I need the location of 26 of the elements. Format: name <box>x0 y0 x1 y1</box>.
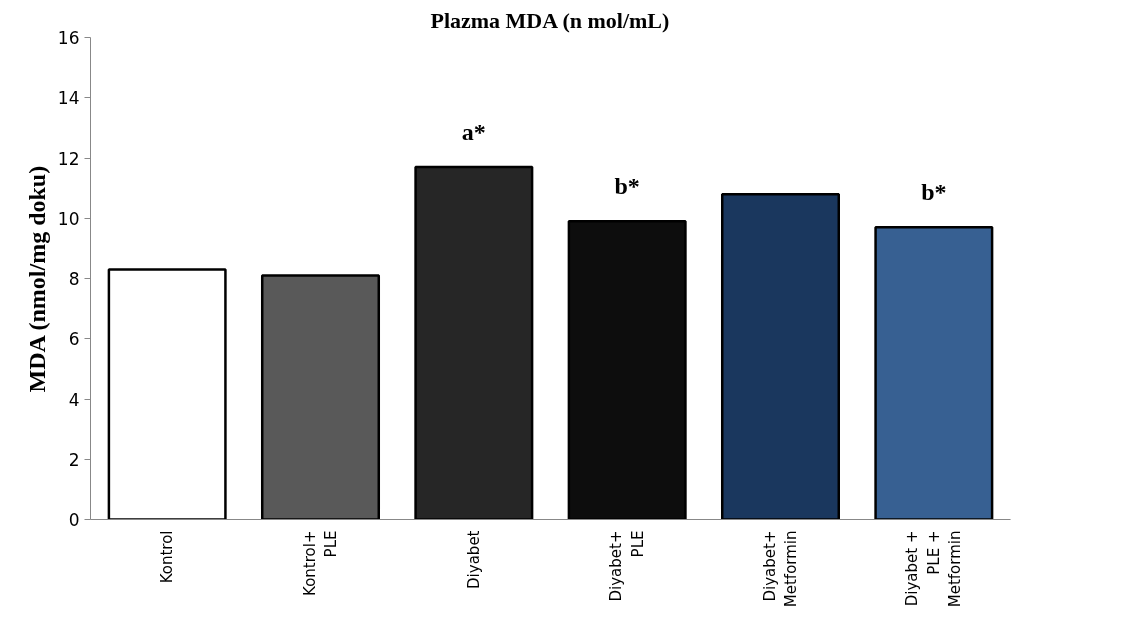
annotation: b* <box>614 173 640 200</box>
y-tick-label: 14 <box>57 88 80 109</box>
bar <box>567 220 687 520</box>
bar <box>720 192 841 520</box>
y-tick-label: 12 <box>57 148 80 169</box>
chart-title: Plazma MDA (n mol/mL) <box>430 7 670 33</box>
y-tick-label: 2 <box>68 449 80 470</box>
y-tick-label: 6 <box>68 329 80 350</box>
y-axis-title: MDA (nmol/mg doku) <box>23 165 50 393</box>
x-tick-label: Diyabet+ PLE <box>607 530 647 602</box>
x-tick-label: Diyabet + PLE + Metformin <box>903 530 965 608</box>
bar <box>874 226 994 520</box>
annotation: a* <box>461 119 486 146</box>
annotation: b* <box>921 179 947 206</box>
y-tick-label: 0 <box>68 510 80 530</box>
x-tick-label: Diyabet+ Metformin <box>760 530 801 608</box>
bar <box>260 274 381 520</box>
x-tick-label: Kontrol+ PLE <box>300 530 341 596</box>
bar <box>107 268 227 520</box>
bar <box>414 165 534 520</box>
y-tick-label: 16 <box>57 28 80 48</box>
y-tick-label: 10 <box>57 208 80 229</box>
x-tick-label: Diyabet <box>464 530 483 589</box>
y-tick-label: 8 <box>68 269 80 289</box>
x-tick-label: Kontrol <box>158 530 177 584</box>
y-tick-label: 4 <box>68 389 80 410</box>
